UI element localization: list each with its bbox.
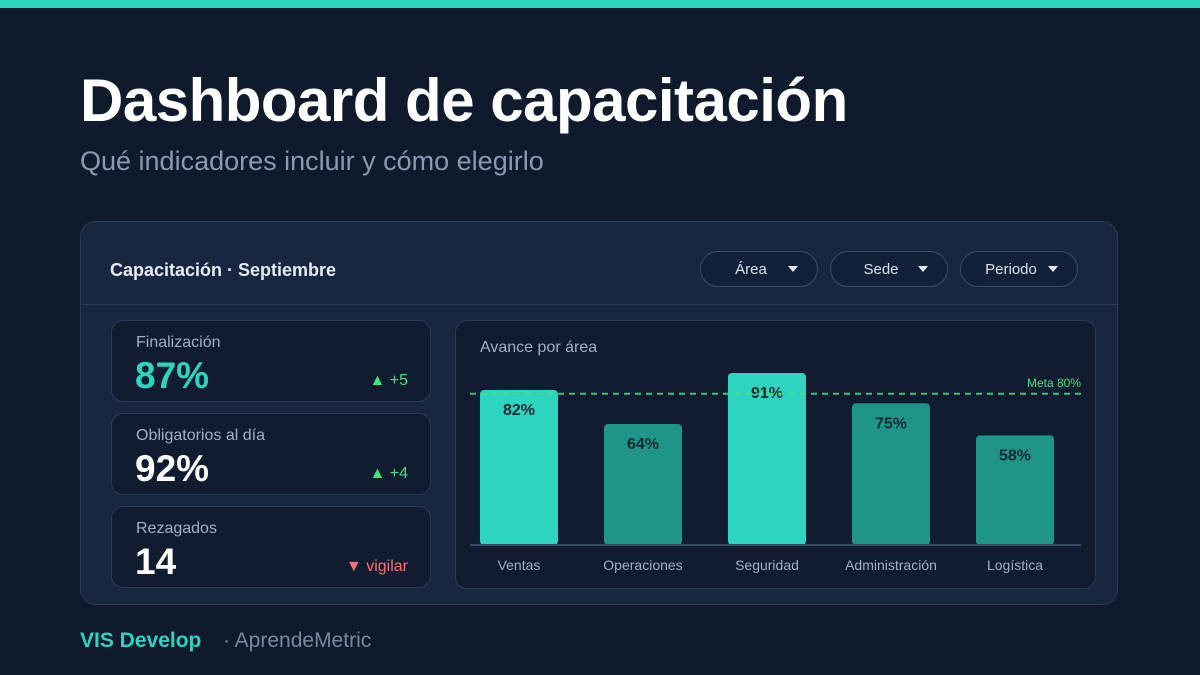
bar-1 bbox=[604, 424, 682, 545]
card-title: Capacitación · Septiembre bbox=[110, 260, 337, 280]
kpi-card-obligatorios: Obligatorios al día 92% ▲ +4 bbox=[111, 413, 431, 495]
bar-3 bbox=[852, 403, 930, 545]
kpi-label: Obligatorios al día bbox=[136, 427, 265, 444]
bar-chart: 82%Ventas64%Operaciones91%Seguridad75%Ad… bbox=[470, 373, 1081, 573]
kpi-delta: ▼ vigilar bbox=[345, 558, 408, 575]
kpi-card-rezagados: Rezagados 14 ▼ vigilar bbox=[111, 506, 431, 588]
x-tick-label: Administración bbox=[845, 557, 937, 573]
bar-value-label: 75% bbox=[875, 415, 907, 432]
target-label: Meta 80% bbox=[1027, 376, 1081, 390]
kpi-delta: ▲ +5 bbox=[369, 372, 408, 389]
kpi-card-finalizacion: Finalización 87% ▲ +5 bbox=[111, 320, 431, 402]
bar-chart-panel: Avance por área 82% Ventas 64% Operaciones 9… bbox=[455, 320, 1096, 589]
bar-value-label: 64% bbox=[627, 436, 659, 453]
filter-area-dropdown[interactable]: Área bbox=[700, 251, 818, 287]
bar-2 bbox=[728, 373, 806, 545]
footer-source: · AprendeMetric bbox=[223, 629, 372, 652]
bar-0 bbox=[480, 390, 558, 545]
kpi-label: Rezagados bbox=[136, 520, 217, 537]
kpi-label: Finalización bbox=[136, 334, 221, 351]
x-tick-label: Ventas bbox=[498, 557, 541, 573]
filter-label: Periodo bbox=[985, 261, 1037, 278]
chevron-down-icon bbox=[788, 266, 798, 272]
filter-label: Sede bbox=[863, 261, 899, 278]
dashboard-card: Capacitación · Septiembre Área Sede Peri… bbox=[80, 221, 1119, 605]
top-accent-bar bbox=[0, 0, 1200, 8]
page-subtitle: Qué indicadores incluir y cómo elegirlo bbox=[80, 146, 544, 176]
chevron-down-icon bbox=[918, 266, 928, 272]
kpi-value: 92% bbox=[135, 448, 210, 489]
bar-value-label: 82% bbox=[503, 402, 535, 419]
kpi-value: 14 bbox=[135, 541, 177, 582]
filter-periodo-dropdown[interactable]: Periodo bbox=[960, 251, 1078, 287]
filter-sede-dropdown[interactable]: Sede bbox=[830, 251, 948, 287]
bar-value-label: 58% bbox=[999, 447, 1031, 464]
kpi-value: 87% bbox=[135, 355, 210, 396]
x-tick-label: Logística bbox=[987, 557, 1043, 573]
chart-title: Avance por área bbox=[480, 339, 598, 356]
kpi-delta: ▲ +4 bbox=[369, 465, 408, 482]
x-tick-label: Operaciones bbox=[603, 557, 682, 573]
footer-brand: VIS Develop bbox=[80, 629, 202, 652]
chevron-down-icon bbox=[1048, 266, 1058, 272]
x-tick-label: Seguridad bbox=[735, 557, 799, 573]
filter-label: Área bbox=[735, 261, 767, 278]
bar-4 bbox=[976, 435, 1054, 545]
page-title: Dashboard de capacitación bbox=[80, 67, 848, 134]
card-header: Capacitación · Septiembre Área Sede Peri… bbox=[81, 222, 1119, 305]
